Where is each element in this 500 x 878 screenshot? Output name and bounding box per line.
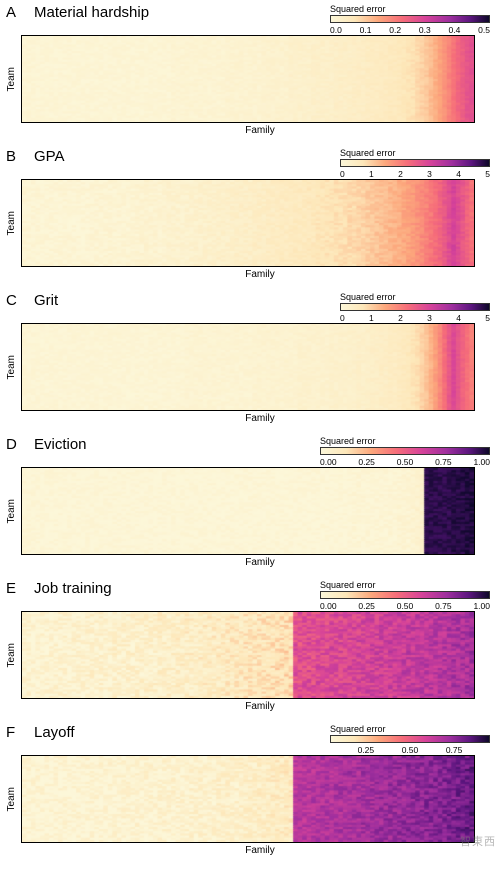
colorbar-legend: Squared error 0.00 0.25 0.50 0.75 1.00	[320, 580, 490, 611]
heatmap	[21, 611, 475, 699]
legend-tick: 0.00	[320, 457, 337, 467]
panel-title: Grit	[34, 292, 58, 309]
colorbar-legend: Squared error 0.0 0.1 0.2 0.3 0.4 0.5	[330, 4, 490, 35]
x-axis-label: Family	[26, 845, 494, 856]
legend-tick: 0.00	[320, 601, 337, 611]
legend-tick: 0.75	[446, 745, 463, 755]
panel-letter: B	[6, 148, 22, 165]
legend-title: Squared error	[340, 292, 396, 302]
legend-tick: 0	[340, 313, 345, 323]
legend-ticks: 0 1 2 3 4 5	[340, 169, 490, 179]
legend-ticks: 0 1 2 3 4 5	[340, 313, 490, 323]
heatmap	[21, 755, 475, 843]
heatmap	[21, 323, 475, 411]
legend-title: Squared error	[330, 4, 386, 14]
legend-colorbar	[330, 15, 490, 23]
panel-e: EJob trainingSquared error0.000.250.500.…	[6, 580, 494, 712]
colorbar-legend: Squared error 0 1 2 3 4 5	[340, 148, 490, 179]
legend-tick: 0.5	[478, 25, 490, 35]
legend-tick: 2	[398, 313, 403, 323]
panel-header: EJob trainingSquared error0.000.250.500.…	[6, 580, 494, 608]
legend-colorbar	[320, 591, 490, 599]
legend-tick: 0.50	[402, 745, 419, 755]
legend-tick: 4	[456, 313, 461, 323]
panel-title: Job training	[34, 580, 112, 597]
colorbar-legend: Squared error 0 1 2 3 4 5	[340, 292, 490, 323]
y-axis-label: Team	[6, 787, 17, 811]
colorbar-legend: Squared error 0.25 0.50 0.75	[330, 724, 490, 755]
legend-colorbar	[330, 735, 490, 743]
y-axis-label: Team	[6, 67, 17, 91]
x-axis-label: Family	[26, 557, 494, 568]
legend-title: Squared error	[340, 148, 396, 158]
x-axis-label: Family	[26, 125, 494, 136]
watermark: 智東西	[460, 833, 496, 849]
legend-colorbar	[340, 303, 490, 311]
legend-colorbar	[320, 447, 490, 455]
legend-tick: 0	[340, 169, 345, 179]
legend-tick: 0.50	[397, 601, 414, 611]
y-axis-label: Team	[6, 355, 17, 379]
legend-tick: 0.75	[435, 601, 452, 611]
legend-title: Squared error	[320, 580, 376, 590]
x-axis-label: Family	[26, 413, 494, 424]
panel-letter: F	[6, 724, 22, 741]
panel-title: GPA	[34, 148, 65, 165]
legend-tick: 2	[398, 169, 403, 179]
panel-b: B GPA Squared error 0 1 2 3 4 5 Team Family	[6, 148, 494, 280]
panel-title: Eviction	[34, 436, 87, 453]
panel-title: Material hardship	[34, 4, 149, 21]
legend-title: Squared error	[330, 724, 386, 734]
panel-a: A Material hardship Squared error 0.0 0.1 0.2…	[6, 4, 494, 136]
legend-tick: 0.2	[389, 25, 401, 35]
panel-letter: C	[6, 292, 22, 309]
legend-tick: 0.50	[397, 457, 414, 467]
heatmap	[21, 35, 475, 123]
legend-tick: 0.4	[449, 25, 461, 35]
y-axis-label: Team	[6, 211, 17, 235]
legend-tick: 0.25	[358, 457, 375, 467]
legend-tick: 3	[427, 169, 432, 179]
panels-container: A Material hardship Squared error 0.0 0.1 0.2…	[6, 4, 494, 856]
colorbar-legend: Squared error 0.00 0.25 0.50 0.75 1.00	[320, 436, 490, 467]
legend-tick: 1.00	[473, 601, 490, 611]
panel-c: C Grit Squared error 0 1 2 3 4 5 Team Family	[6, 292, 494, 424]
legend-tick: 0.75	[435, 457, 452, 467]
legend-tick: 1	[369, 169, 374, 179]
y-axis-label: Team	[6, 643, 17, 667]
panel-header: F Layoff Squared error 0.25 0.50 0.75	[6, 724, 494, 752]
panel-letter: E	[6, 580, 22, 597]
panel-f: F Layoff Squared error 0.25 0.50 0.75 Team Fami…	[6, 724, 494, 856]
heatmap	[21, 179, 475, 267]
x-axis-label: Family	[26, 269, 494, 280]
panel-d: D Eviction Squared error 0.00 0.25 0.50 0.75 1.…	[6, 436, 494, 568]
legend-tick: 5	[485, 313, 490, 323]
legend-tick: 0.0	[330, 25, 342, 35]
legend-tick: 1	[369, 313, 374, 323]
legend-tick: 1.00	[473, 457, 490, 467]
legend-tick: 3	[427, 313, 432, 323]
legend-tick: 5	[485, 169, 490, 179]
legend-ticks: 0.00 0.25 0.50 0.75 1.00	[320, 457, 490, 467]
legend-colorbar	[340, 159, 490, 167]
panel-letter: A	[6, 4, 22, 21]
legend-tick: 0.25	[358, 745, 375, 755]
y-axis-label: Team	[6, 499, 17, 523]
panel-header: B GPA Squared error 0 1 2 3 4 5	[6, 148, 494, 176]
panel-letter: D	[6, 436, 22, 453]
x-axis-label: Family	[26, 701, 494, 712]
panel-header: A Material hardship Squared error 0.0 0.1 0.2…	[6, 4, 494, 32]
legend-ticks: 0.25 0.50 0.75	[330, 745, 490, 755]
panel-header: C Grit Squared error 0 1 2 3 4 5	[6, 292, 494, 320]
legend-title: Squared error	[320, 436, 376, 446]
panel-title: Layoff	[34, 724, 75, 741]
panel-header: D Eviction Squared error 0.00 0.25 0.50 0.75 1.…	[6, 436, 494, 464]
legend-ticks: 0.0 0.1 0.2 0.3 0.4 0.5	[330, 25, 490, 35]
heatmap	[21, 467, 475, 555]
legend-tick: 4	[456, 169, 461, 179]
legend-tick: 0.1	[360, 25, 372, 35]
legend-tick: 0.25	[358, 601, 375, 611]
legend-ticks: 0.00 0.25 0.50 0.75 1.00	[320, 601, 490, 611]
legend-tick: 0.3	[419, 25, 431, 35]
